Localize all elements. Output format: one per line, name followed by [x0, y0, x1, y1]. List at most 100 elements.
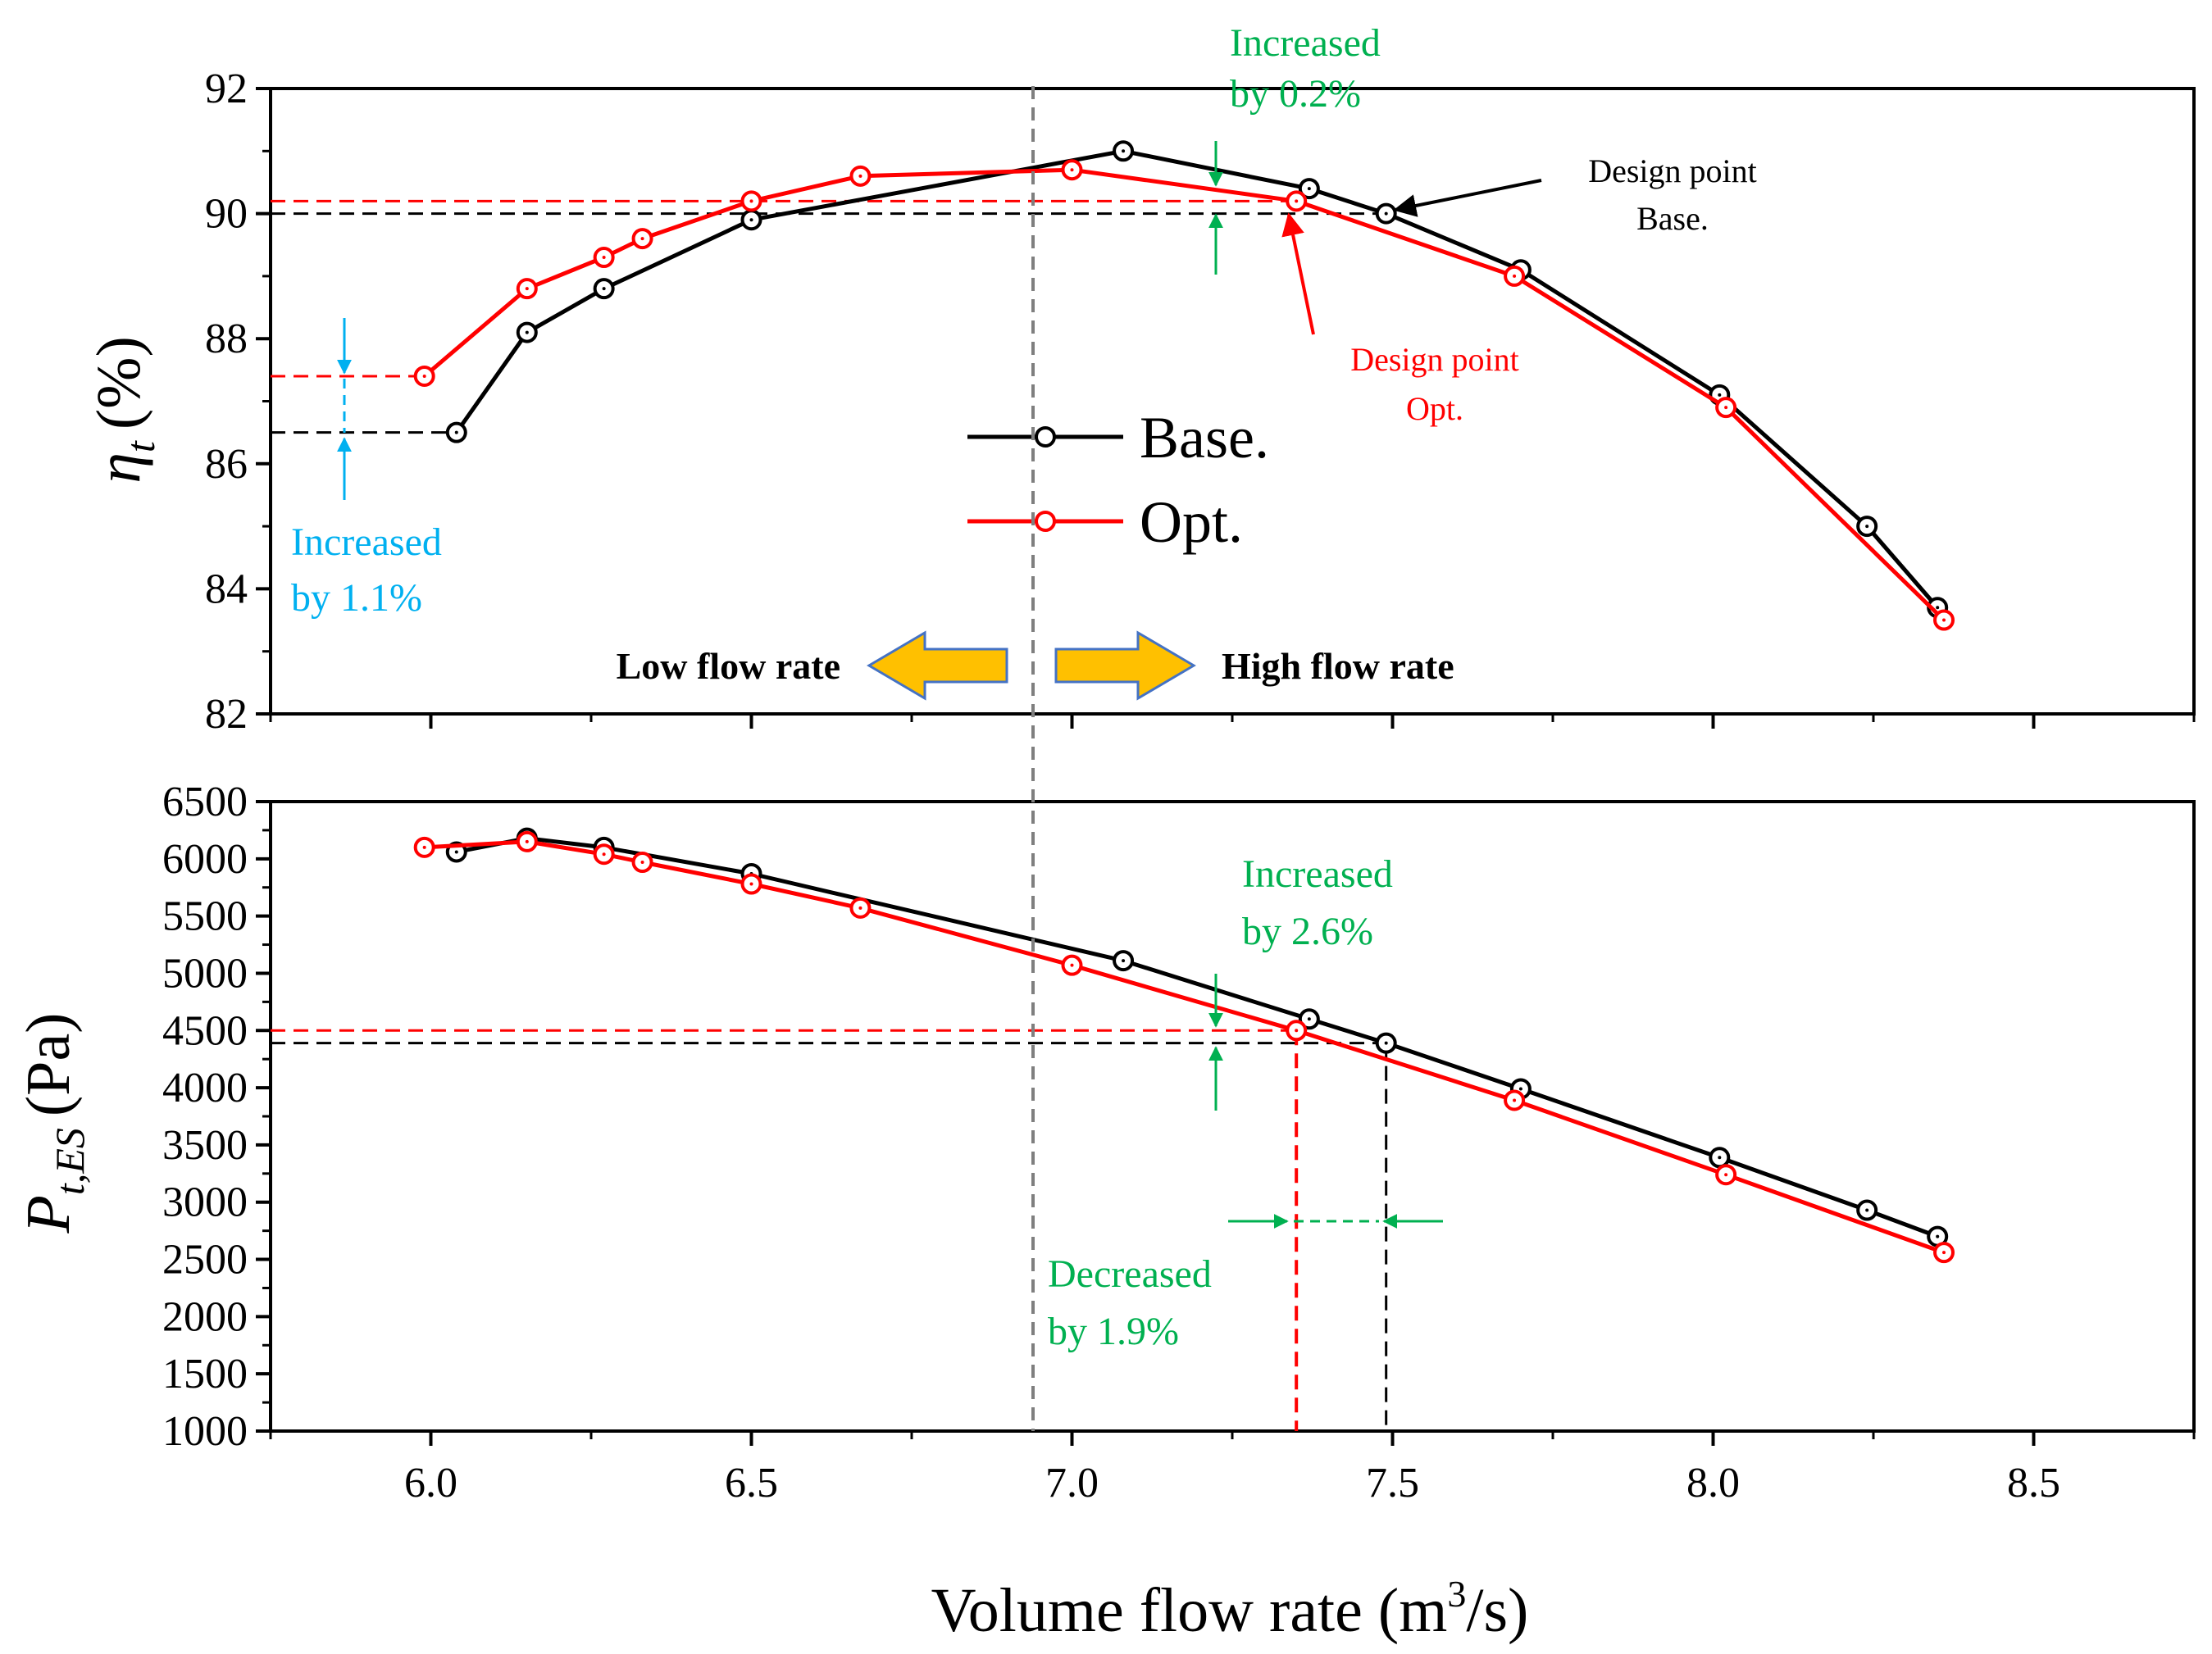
top-y-unit: (%) — [84, 336, 153, 429]
x-axis-label: Volume flow rate (m3/s) — [931, 1573, 1529, 1645]
top-series — [413, 140, 1955, 631]
decrease-1-9-line1: Decreased — [1048, 1252, 1212, 1296]
top-base-point-center — [1384, 211, 1388, 216]
top-opt-point-center — [1070, 168, 1074, 172]
bottom-x-ticks: 6.0 6.5 7.0 7.5 8.0 8.5 — [269, 1431, 2196, 1506]
low-flow-label: Low flow rate — [617, 645, 840, 687]
top-base-point-center — [1936, 606, 1940, 610]
increase-1-1-line1: Increased — [291, 520, 442, 564]
bottom-opt-point-center — [422, 845, 426, 849]
legend-opt-marker — [1035, 511, 1056, 532]
top-y-axis-label: ηt (%) — [84, 336, 163, 484]
top-opt-point-center — [422, 374, 426, 378]
bottom-opt-point-center — [640, 861, 644, 865]
top-opt-point-center — [525, 287, 529, 291]
bottom-base-point-center — [1518, 1087, 1522, 1091]
increase-0-2-line2: by 0.2% — [1230, 72, 1361, 116]
top-base-point-center — [749, 218, 753, 222]
bottom-y-tick-label: 1000 — [162, 1408, 248, 1455]
bottom-base-point-center — [1122, 959, 1126, 963]
top-base-point-center — [602, 287, 606, 291]
top-y-symbol: η — [84, 452, 153, 484]
x-tick-label: 7.5 — [1366, 1460, 1419, 1506]
bottom-y-tick-label: 1500 — [162, 1351, 248, 1397]
top-y-tick-label: 92 — [205, 66, 248, 112]
bottom-opt-point-center — [1070, 963, 1074, 967]
bottom-y-symbol: P — [14, 1195, 83, 1234]
pressure-panel: 1000 1500 2000 2500 3000 3500 4000 4500 5000 5500… — [14, 779, 2196, 1645]
top-opt-point-center — [858, 174, 862, 178]
top-base-point-center — [1865, 525, 1869, 529]
decrease-1-9-line2: by 1.9% — [1048, 1310, 1179, 1353]
increase-2-6-line1: Increased — [1242, 852, 1393, 896]
top-y-subscript: t — [117, 440, 163, 452]
high-flow-label: High flow rate — [1222, 645, 1454, 687]
bottom-y-tick-label: 4500 — [162, 1007, 248, 1054]
design-opt-line1: Design point — [1350, 341, 1519, 378]
bottom-y-ticks: 1000 1500 2000 2500 3000 3500 4000 4500 5000 5500… — [162, 779, 271, 1455]
increase-2-6-line2: by 2.6% — [1242, 910, 1373, 953]
top-opt-point-center — [749, 199, 753, 203]
top-y-ticks: 82 84 86 88 90 92 — [205, 66, 271, 738]
top-base-point-center — [525, 330, 529, 334]
top-opt-point-center — [640, 237, 644, 241]
bottom-y-tick-label: 2000 — [162, 1293, 248, 1340]
bottom-y-tick-label: 5500 — [162, 893, 248, 940]
x-label-main: Volume flow rate (m — [931, 1576, 1448, 1645]
top-y-tick-label: 84 — [205, 566, 248, 612]
bottom-opt-point-center — [1295, 1029, 1299, 1033]
high-flow-arrow — [1054, 630, 1196, 701]
top-base-point-center — [1307, 187, 1311, 191]
bottom-y-axis-label: Pt,ES (Pa) — [14, 1013, 93, 1234]
top-y-tick-label: 86 — [205, 441, 248, 488]
bottom-plot-frame — [269, 800, 2196, 1433]
top-base-point-center — [1122, 149, 1126, 153]
increase-1-1-line2: by 1.1% — [291, 576, 422, 620]
x-label-end: /s) — [1466, 1576, 1528, 1645]
x-tick-label: 7.0 — [1045, 1460, 1099, 1506]
bottom-opt-point-center — [1724, 1173, 1728, 1177]
legend-opt-label: Opt. — [1140, 489, 1243, 555]
x-label-superscript: 3 — [1447, 1573, 1466, 1615]
top-y-tick-label: 82 — [205, 691, 248, 738]
legend-base-label: Base. — [1140, 405, 1269, 470]
top-opt-point-center — [1724, 406, 1728, 410]
top-y-tick-label: 88 — [205, 316, 248, 362]
x-tick-label: 6.5 — [725, 1460, 778, 1506]
bottom-opt-point-center — [1513, 1098, 1517, 1102]
top-base-point-center — [1718, 393, 1722, 397]
top-opt-point-center — [1942, 618, 1946, 622]
x-tick-label: 8.5 — [2007, 1460, 2060, 1506]
top-opt-point-center — [602, 256, 606, 260]
design-opt-pointer — [1281, 212, 1315, 335]
bottom-series — [413, 827, 1955, 1264]
bottom-opt-point-center — [1942, 1251, 1946, 1255]
bottom-reference-lines — [271, 1029, 1388, 1431]
top-plot-frame — [269, 87, 2196, 716]
increase-0-2-line1: Increased — [1230, 21, 1381, 65]
bottom-y-subscript: t,ES — [47, 1128, 93, 1195]
bottom-y-tick-label: 5000 — [162, 950, 248, 997]
bottom-base-point-center — [1384, 1041, 1388, 1045]
bottom-y-tick-label: 6000 — [162, 836, 248, 883]
efficiency-panel: 82 84 86 88 90 92 ηt (%) Low flow rate High fl… — [84, 21, 2196, 738]
bottom-base-point-center — [1718, 1156, 1722, 1160]
bottom-opt-point-center — [749, 882, 753, 886]
bottom-y-tick-label: 3500 — [162, 1122, 248, 1169]
top-reference-lines — [271, 199, 1386, 434]
bottom-base-point-center — [1307, 1017, 1311, 1021]
bottom-y-tick-label: 2500 — [162, 1237, 248, 1284]
x-tick-label: 6.0 — [404, 1460, 457, 1506]
top-opt-point-center — [1295, 199, 1299, 203]
legend-base-marker — [1035, 426, 1056, 448]
design-base-pointer — [1393, 179, 1542, 217]
design-opt-line2: Opt. — [1406, 390, 1463, 427]
x-tick-label: 8.0 — [1686, 1460, 1740, 1506]
bottom-opt-point-center — [858, 906, 862, 910]
top-base-point-center — [454, 430, 458, 434]
bottom-base-series-line — [456, 836, 1939, 1238]
design-base-line1: Design point — [1588, 152, 1757, 189]
legend: Base. Opt. — [967, 405, 1269, 555]
